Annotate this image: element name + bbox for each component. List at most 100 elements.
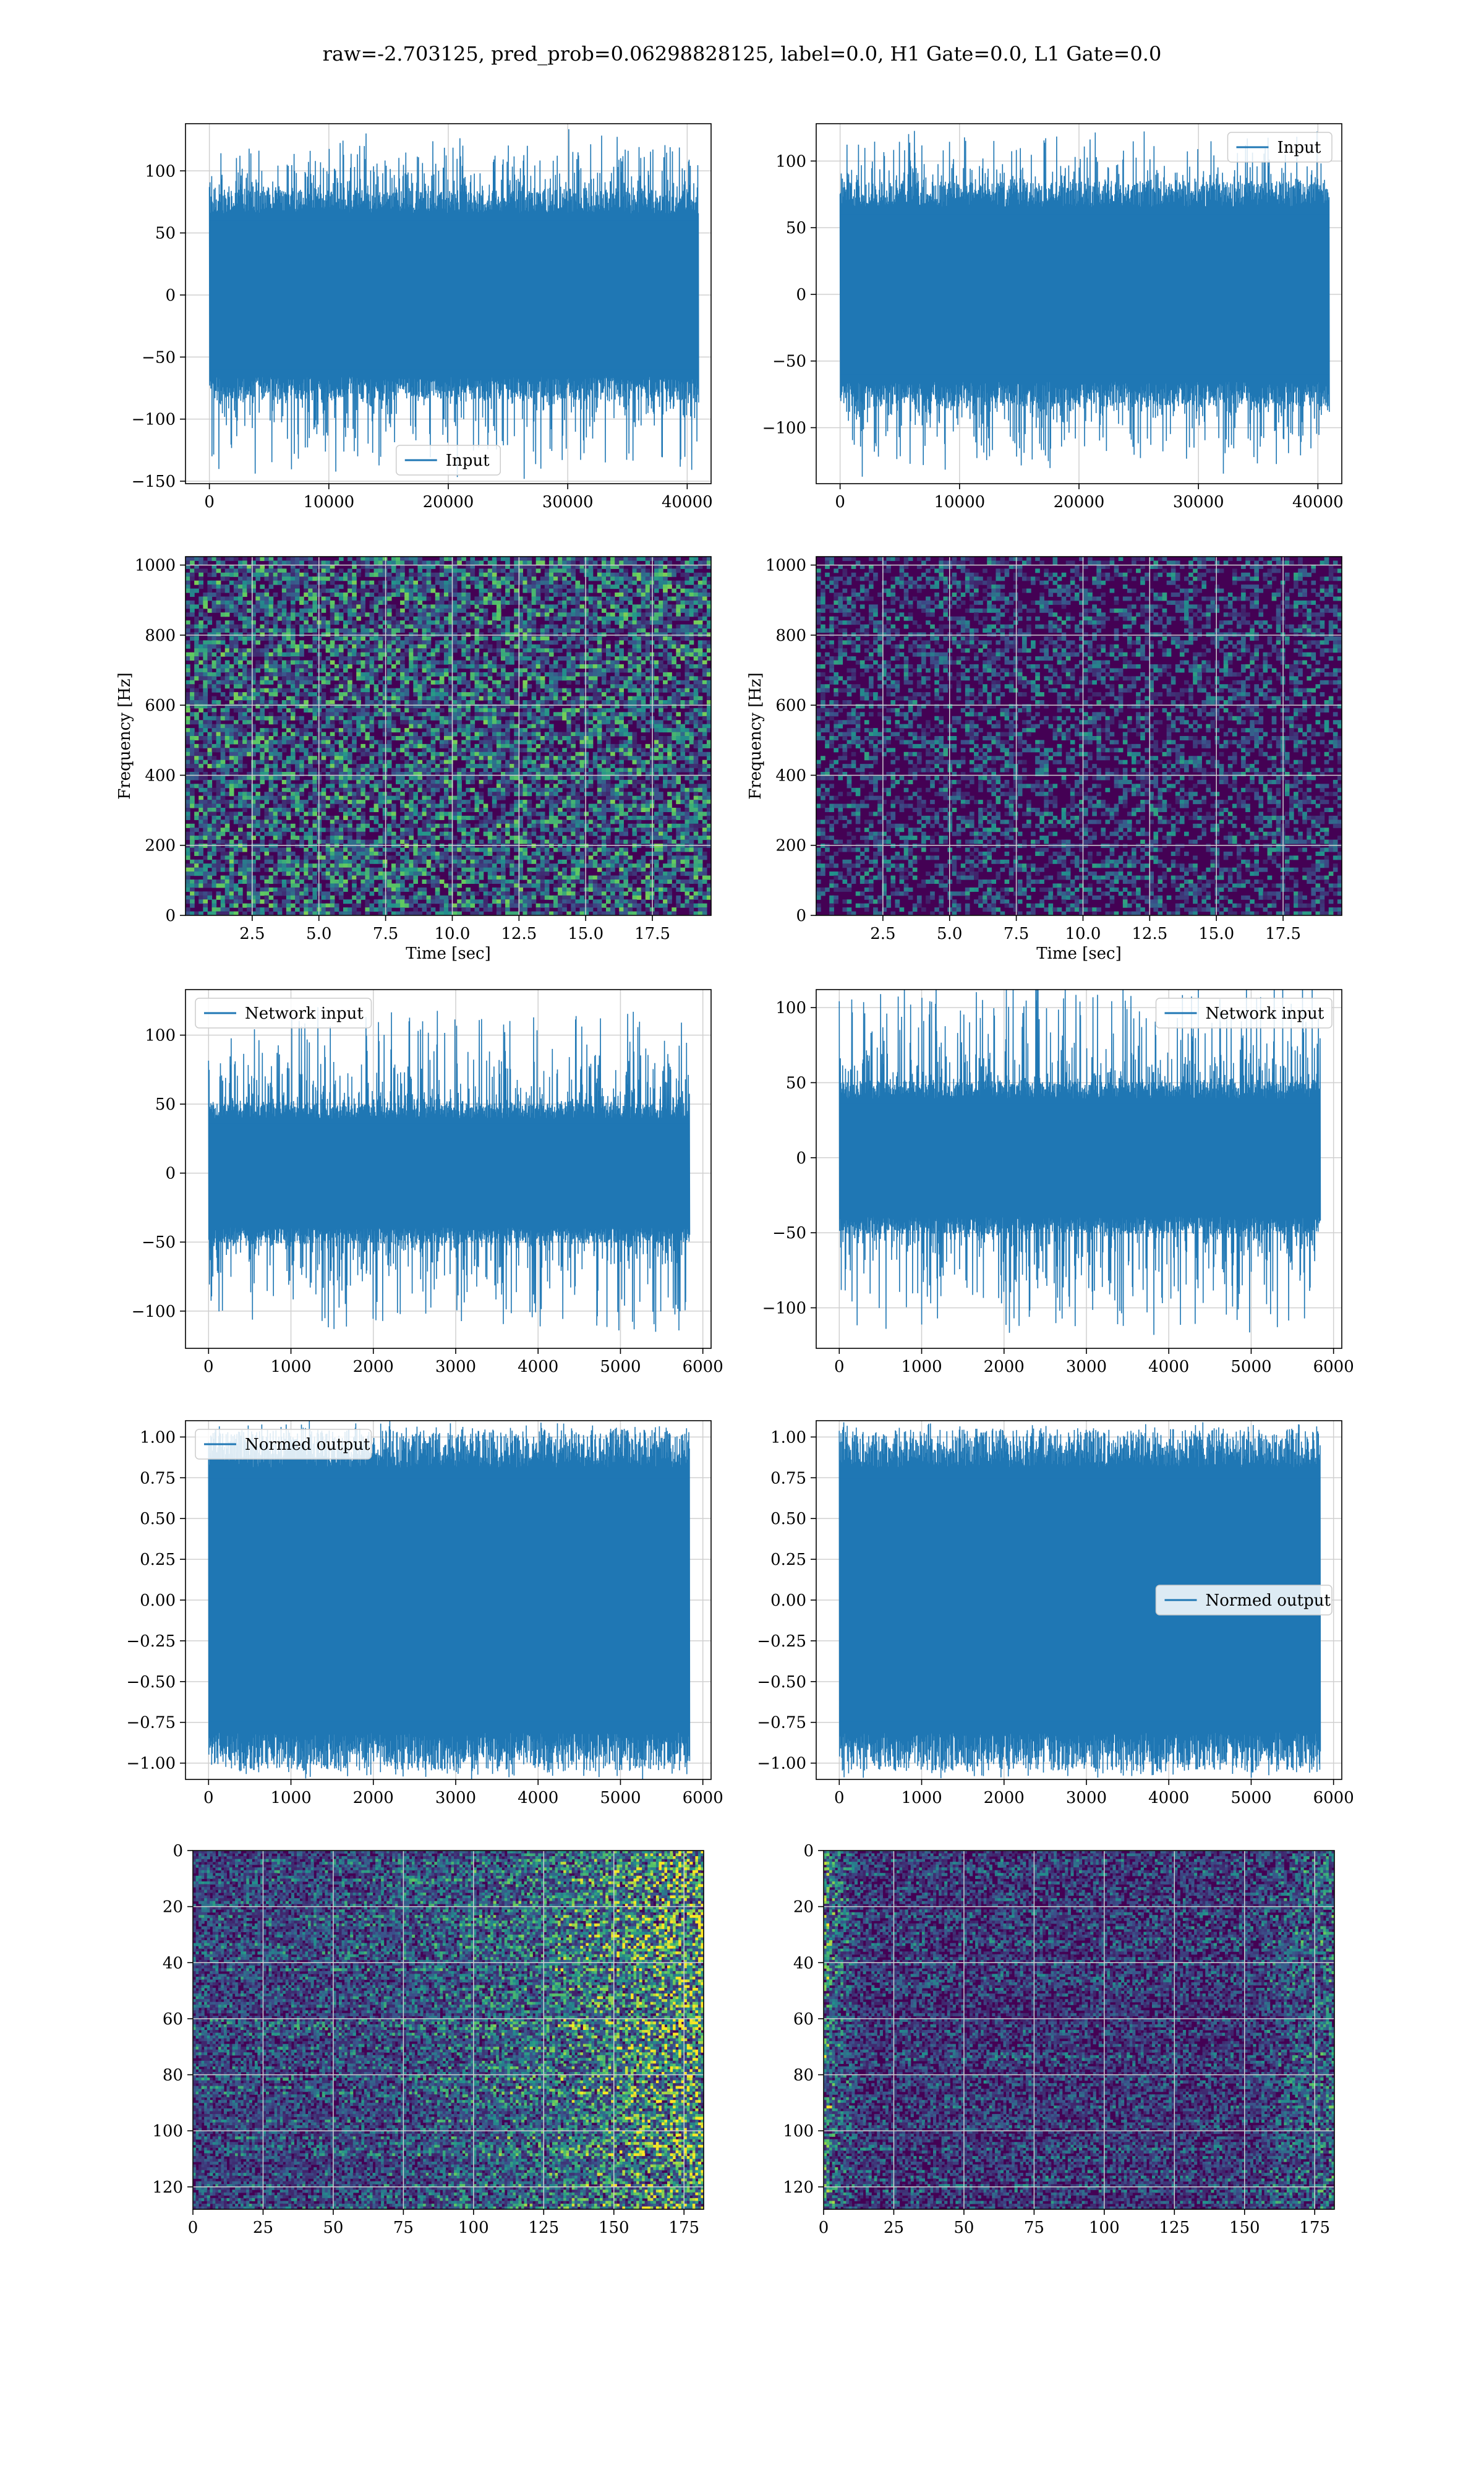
y-tick-label: 0 — [165, 907, 176, 925]
x-tick-label: 1000 — [270, 1789, 311, 1807]
plot-area — [824, 1851, 1334, 2209]
y-tick-label: −100 — [132, 411, 176, 429]
y-tick-label: −1.00 — [126, 1755, 176, 1773]
x-tick-label: 12.5 — [1132, 925, 1167, 943]
y-tick-label: 1.00 — [140, 1428, 176, 1447]
plot-area — [193, 1851, 704, 2209]
y-tick-label: 600 — [775, 696, 806, 715]
chart-net-right: 0 1000 2000 3000 4000 5000 6000 −100 −50 0 50 100 Ne… — [762, 989, 1354, 1376]
x-tick-label: 2000 — [353, 1789, 394, 1807]
x-tick-label: 150 — [599, 2219, 629, 2237]
y-tick-label: 20 — [163, 1898, 183, 1917]
y-tick-label: 0 — [165, 1165, 176, 1183]
y-tick-label: 100 — [152, 2122, 183, 2141]
x-tick-label: 4000 — [518, 1789, 558, 1807]
y-tick-label: 50 — [155, 225, 176, 243]
x-tick-label: 5000 — [1230, 1358, 1271, 1376]
chart-norm-left: 0 1000 2000 3000 4000 5000 6000 −1.00 −0.75 −0.50… — [126, 1420, 723, 1807]
x-tick-label: 100 — [1089, 2219, 1120, 2237]
y-tick-label: 0.75 — [140, 1469, 176, 1487]
x-tick-label: 4000 — [1148, 1358, 1189, 1376]
x-tick-label: 40000 — [662, 493, 713, 511]
x-tick-label: 20000 — [1054, 493, 1105, 511]
x-tick-label: 6000 — [683, 1358, 723, 1376]
legend-label: Network input — [1206, 1004, 1324, 1023]
y-tick-label: 0.25 — [140, 1551, 176, 1569]
y-tick-label: 0.50 — [140, 1510, 176, 1528]
x-axis-label: Time [sec] — [1036, 944, 1122, 963]
y-tick-label: −1.00 — [757, 1755, 806, 1773]
x-tick-label: 6000 — [1313, 1358, 1354, 1376]
x-tick-label: 10.0 — [1065, 925, 1101, 943]
x-tick-label: 5000 — [600, 1789, 641, 1807]
x-tick-label: 75 — [1024, 2219, 1044, 2237]
y-tick-label: 100 — [775, 999, 806, 1017]
y-tick-label: −150 — [132, 473, 176, 491]
y-tick-label: 0.75 — [770, 1469, 806, 1487]
x-tick-label: 2.5 — [870, 925, 895, 943]
chart-net-left: 0 1000 2000 3000 4000 5000 6000 −100 −50 0 50 100 Ne… — [132, 989, 723, 1376]
y-tick-label: −0.75 — [126, 1714, 176, 1732]
legend-label: Input — [1277, 139, 1321, 157]
y-tick-label: 100 — [783, 2122, 814, 2141]
y-tick-label: 0 — [796, 907, 806, 925]
x-tick-label: 0 — [204, 493, 215, 511]
series-fill — [208, 1478, 690, 1722]
y-tick-label: 60 — [163, 2010, 183, 2029]
y-tick-label: −0.75 — [757, 1714, 806, 1732]
series-fill — [840, 214, 1329, 375]
plot-area — [816, 990, 1342, 1348]
x-tick-label: 40000 — [1292, 493, 1344, 511]
y-tick-label: 800 — [145, 627, 176, 645]
y-tick-label: 80 — [793, 2066, 814, 2085]
x-tick-label: 17.5 — [634, 925, 670, 943]
x-tick-label: 7.5 — [1004, 925, 1029, 943]
x-tick-label: 1000 — [270, 1358, 311, 1376]
chart-raw-right: 0 10000 20000 30000 40000 −100 −50 0 50 100 Input — [762, 123, 1344, 511]
y-tick-label: 0 — [165, 286, 176, 305]
y-tick-label: −50 — [142, 1233, 176, 1252]
x-tick-label: 50 — [323, 2219, 343, 2237]
x-tick-label: 5.0 — [306, 925, 331, 943]
y-tick-label: 0 — [173, 1842, 183, 1860]
x-tick-label: 1000 — [901, 1789, 942, 1807]
y-tick-label: −100 — [762, 419, 806, 437]
x-tick-label: 2.5 — [239, 925, 265, 943]
y-tick-label: 200 — [775, 837, 806, 855]
chart-feat-left: 0 25 50 75 100 125 150 175 0 20 40 60 80 100 120 — [152, 1842, 704, 2237]
x-tick-label: 6000 — [1313, 1789, 1354, 1807]
y-tick-label: 0.00 — [140, 1591, 176, 1610]
x-tick-label: 3000 — [435, 1789, 476, 1807]
x-tick-label: 100 — [458, 2219, 489, 2237]
y-tick-label: 120 — [152, 2178, 183, 2197]
y-tick-label: 0 — [796, 1149, 806, 1168]
x-tick-label: 1000 — [901, 1358, 942, 1376]
legend: Network input — [1155, 998, 1333, 1029]
y-tick-label: 100 — [145, 1027, 176, 1045]
x-tick-label: 3000 — [1066, 1789, 1107, 1807]
y-axis-label: Frequency [Hz] — [746, 672, 765, 800]
y-tick-label: 20 — [793, 1898, 814, 1917]
x-tick-label: 50 — [953, 2219, 974, 2237]
y-tick-label: 1000 — [135, 557, 176, 575]
y-tick-label: 40 — [793, 1954, 814, 1972]
y-tick-label: −0.50 — [126, 1673, 176, 1692]
x-tick-label: 150 — [1229, 2219, 1260, 2237]
axes-frame — [823, 1850, 1335, 2210]
y-tick-label: −0.25 — [757, 1632, 806, 1651]
y-tick-label: 800 — [775, 627, 806, 645]
x-tick-label: 2000 — [984, 1789, 1025, 1807]
x-tick-label: 20000 — [423, 493, 474, 511]
y-tick-label: −50 — [142, 348, 176, 367]
x-tick-label: 25 — [884, 2219, 904, 2237]
plot-area — [816, 124, 1342, 484]
y-tick-label: −50 — [772, 1224, 806, 1243]
y-tick-label: −100 — [132, 1303, 176, 1321]
plot-area — [186, 557, 711, 915]
x-tick-label: 175 — [668, 2219, 699, 2237]
plot-area — [186, 1421, 711, 1779]
y-tick-label: 0 — [803, 1842, 814, 1860]
x-tick-label: 15.0 — [1198, 925, 1234, 943]
y-tick-label: 50 — [786, 1074, 806, 1092]
